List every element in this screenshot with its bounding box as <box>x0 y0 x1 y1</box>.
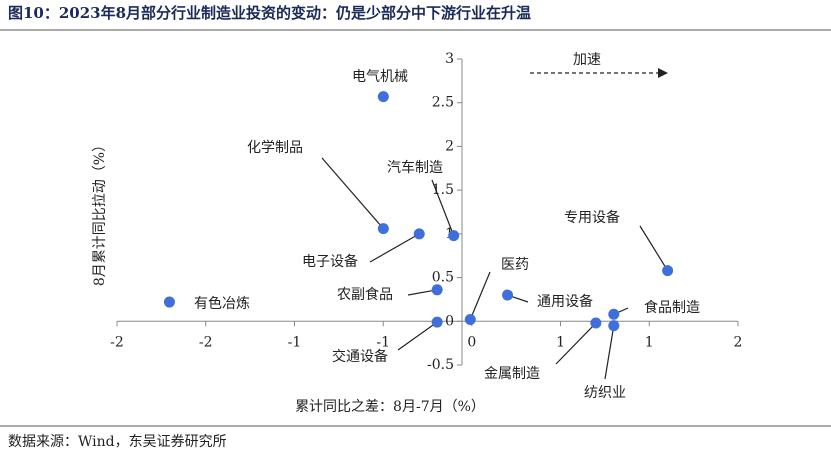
leader-line <box>555 322 597 365</box>
point-label: 通用设备 <box>537 293 593 310</box>
point-label: 农副食品 <box>337 286 393 303</box>
point-label: 有色冶炼 <box>194 295 250 312</box>
point <box>502 289 514 301</box>
chart-title: 图10：2023年8月部分行业制造业投资的变动：仍是少部分中下游行业在升温 <box>8 4 531 22</box>
x-tick-label: -1 <box>376 334 390 350</box>
x-tick-label: -2 <box>199 334 213 350</box>
y-tick-label: 1.5 <box>432 182 454 198</box>
point <box>377 223 389 235</box>
point-label: 食品制造 <box>644 299 700 316</box>
point-label: 医药 <box>501 257 529 273</box>
y-axis-label: 8月累计同比拉动（%） <box>92 138 108 286</box>
leader-line <box>469 271 491 320</box>
arrow-head <box>658 68 668 78</box>
leader-line <box>369 233 420 263</box>
point <box>590 317 602 329</box>
point-label: 化学制品 <box>247 140 303 156</box>
y-tick-label: 0.5 <box>432 270 454 286</box>
x-tick-label: 2 <box>734 334 743 350</box>
y-tick-label: 0 <box>445 313 454 329</box>
point-label: 电气机械 <box>352 69 408 85</box>
x-tick-label: -1 <box>288 334 302 350</box>
point-label: 金属制造 <box>484 366 540 382</box>
point-label: 专用设备 <box>564 209 620 226</box>
leader-line <box>639 225 669 271</box>
x-axis-label: 累计同比之差：8月-7月（%） <box>295 399 485 415</box>
y-tick-label: -0.5 <box>427 357 454 373</box>
annotation: 加速 <box>573 52 601 68</box>
y-tick-label: 2 <box>445 138 454 154</box>
point-label: 电子设备 <box>302 253 358 270</box>
point-label: 交通设备 <box>332 348 388 365</box>
x-tick-label: 1 <box>556 334 565 350</box>
point <box>377 91 389 103</box>
point <box>448 230 460 242</box>
point <box>431 316 443 328</box>
point <box>662 265 674 277</box>
point <box>608 320 620 332</box>
y-tick-label: 3 <box>445 51 454 67</box>
point <box>608 308 620 320</box>
point <box>163 296 175 308</box>
point-label: 汽车制造 <box>387 159 443 176</box>
point <box>413 228 425 240</box>
leader-line <box>321 157 384 230</box>
leader-line <box>604 325 615 380</box>
x-tick-label: 0 <box>467 334 476 350</box>
leader-line <box>431 179 455 236</box>
leader-line <box>397 321 438 351</box>
point-label: 纺织业 <box>584 385 626 401</box>
y-tick-label: 2.5 <box>432 95 454 111</box>
x-tick-label: 1 <box>645 334 654 350</box>
point <box>431 284 443 296</box>
point <box>464 314 476 326</box>
x-tick-label: -2 <box>110 334 124 350</box>
source: 数据来源：Wind，东吴证券研究所 <box>8 434 227 450</box>
